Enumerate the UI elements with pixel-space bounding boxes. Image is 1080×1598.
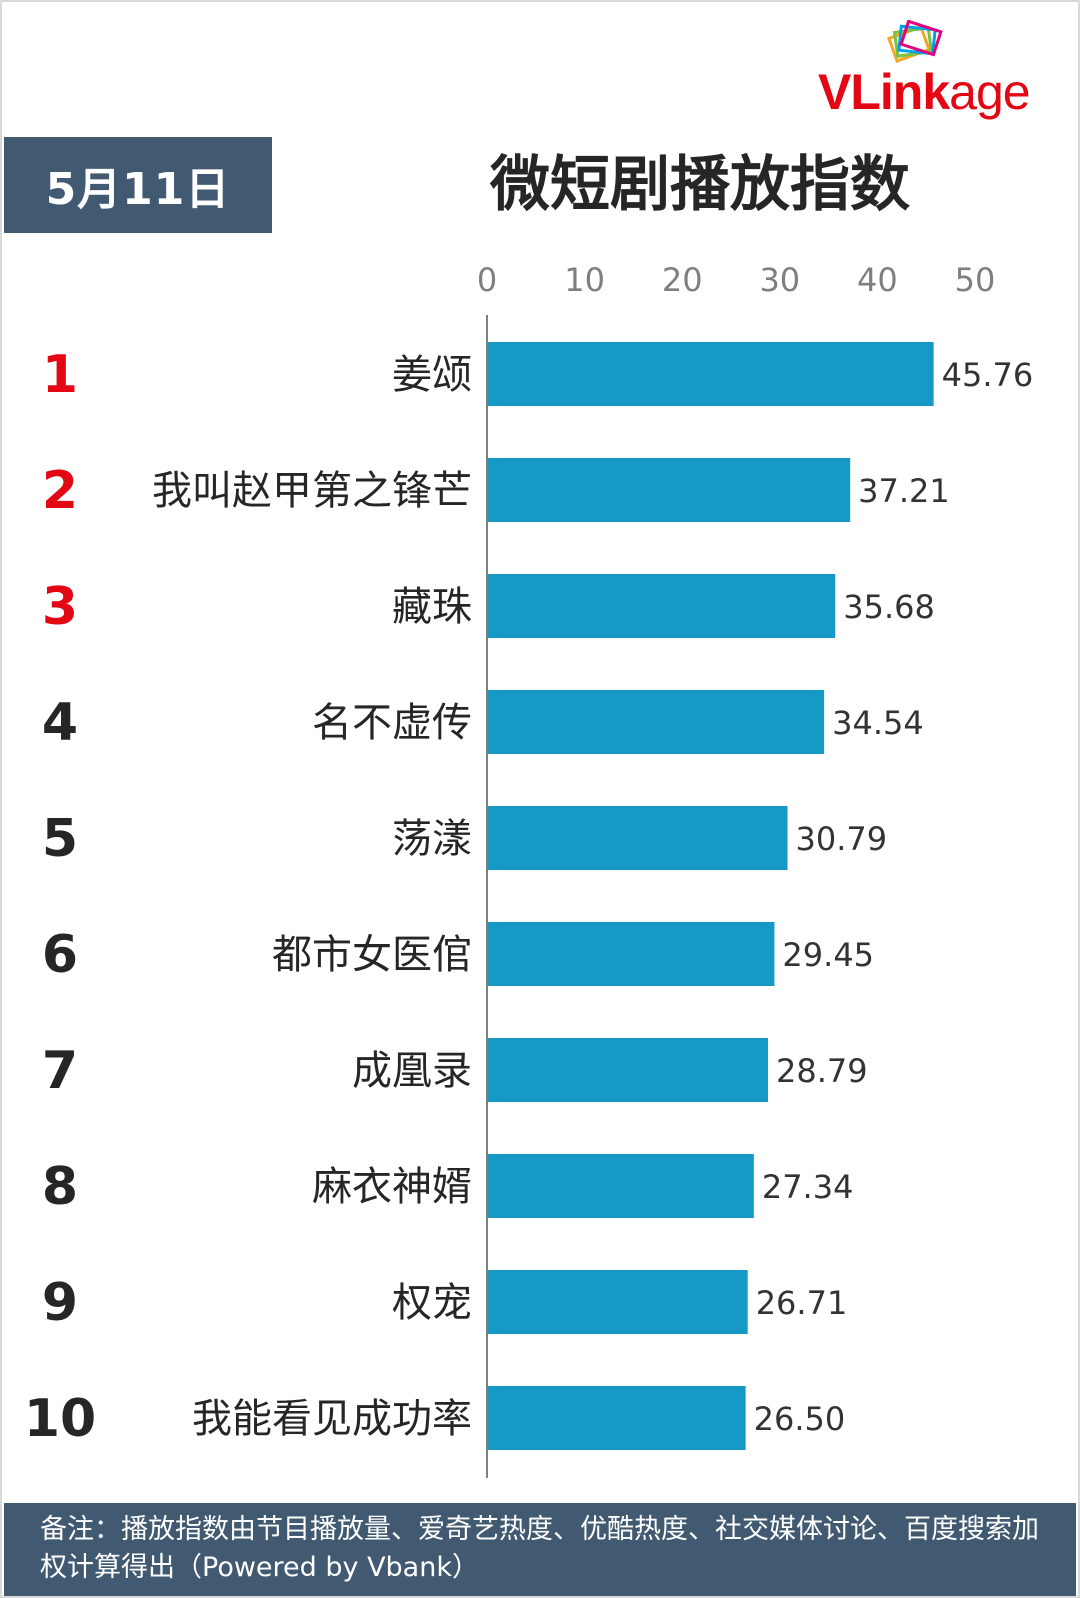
x-tick-label: 40 — [857, 261, 898, 299]
rank-number: 6 — [42, 925, 78, 985]
bar-value-label: 45.76 — [942, 356, 1034, 394]
x-tick-label: 20 — [662, 261, 703, 299]
category-label: 我叫赵甲第之锋芒 — [152, 468, 472, 514]
bar-value-label: 28.79 — [776, 1052, 868, 1090]
category-label: 成凰录 — [352, 1048, 472, 1094]
bar — [487, 342, 934, 406]
bar-value-label: 35.68 — [843, 588, 935, 626]
x-tick-label: 30 — [759, 261, 800, 299]
bar-value-label: 37.21 — [858, 472, 950, 510]
bar-value-label: 34.54 — [832, 704, 924, 742]
bar — [487, 458, 851, 522]
x-tick-label: 10 — [564, 261, 605, 299]
category-label: 麻衣神婿 — [312, 1164, 472, 1210]
bar — [487, 1386, 746, 1450]
bar — [487, 806, 788, 870]
bar-value-label: 26.71 — [756, 1284, 848, 1322]
rank-number: 9 — [42, 1273, 78, 1333]
rank-number: 3 — [42, 577, 78, 637]
x-tick-label: 0 — [477, 261, 497, 299]
bar — [487, 690, 825, 754]
x-tick-label: 50 — [955, 261, 996, 299]
rank-number: 2 — [42, 461, 78, 521]
category-label: 姜颂 — [392, 352, 472, 398]
category-label: 都市女医倌 — [272, 932, 472, 978]
rank-number: 1 — [42, 345, 78, 405]
footer-note: 备注：播放指数由节目播放量、爱奇艺热度、优酷热度、社交媒体讨论、百度搜索加权计算… — [4, 1503, 1076, 1596]
bar — [487, 1154, 754, 1218]
bar — [487, 922, 775, 986]
logo-wordmark: VLinkage — [818, 64, 1031, 120]
bar — [487, 1038, 768, 1102]
bar — [487, 574, 836, 638]
category-label: 藏珠 — [392, 584, 472, 630]
rank-number: 10 — [24, 1389, 96, 1449]
rank-number: 4 — [42, 693, 78, 753]
category-label: 荡漾 — [392, 816, 472, 862]
date-badge: 5月11日 — [4, 137, 272, 233]
bar-value-label: 30.79 — [796, 820, 888, 858]
rank-number: 7 — [42, 1041, 78, 1101]
rank-number: 5 — [42, 809, 78, 869]
bar-value-label: 27.34 — [762, 1168, 854, 1206]
vlinkage-logo: VLinkage — [818, 20, 1068, 120]
category-label: 我能看见成功率 — [192, 1396, 472, 1442]
category-label: 名不虚传 — [312, 700, 472, 746]
rank-number: 8 — [42, 1157, 78, 1217]
bar-value-label: 29.45 — [782, 936, 874, 974]
bar-value-label: 26.50 — [754, 1400, 846, 1438]
chart-title: 微短剧播放指数 — [490, 150, 910, 220]
category-label: 权宠 — [392, 1280, 472, 1326]
bar — [487, 1270, 748, 1334]
bar-chart: 0 10 20 30 40 50 1 姜颂 45.76 2 我叫赵甲第之锋芒 37.21 3 藏珠 35.6… — [24, 261, 1034, 1478]
logo-frames-icon — [886, 20, 943, 64]
